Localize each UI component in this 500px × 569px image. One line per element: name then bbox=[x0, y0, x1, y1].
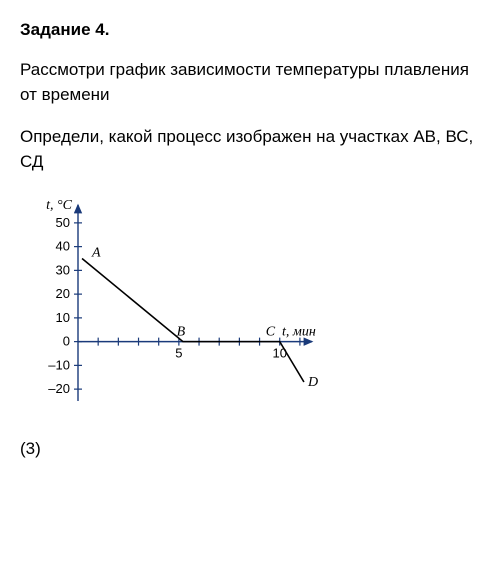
svg-text:A: A bbox=[91, 245, 101, 260]
score-label: (3) bbox=[20, 439, 480, 459]
task-title: Задание 4. bbox=[20, 20, 480, 40]
svg-text:B: B bbox=[177, 324, 186, 339]
svg-text:50: 50 bbox=[56, 214, 70, 229]
svg-text:t, °C: t, °C bbox=[46, 198, 72, 213]
paragraph-1: Рассмотри график зависимости температуры… bbox=[20, 58, 480, 107]
svg-text:40: 40 bbox=[56, 238, 70, 253]
svg-text:5: 5 bbox=[175, 345, 182, 360]
svg-text:–20: –20 bbox=[48, 381, 70, 396]
svg-text:20: 20 bbox=[56, 286, 70, 301]
svg-text:10: 10 bbox=[273, 345, 287, 360]
svg-text:30: 30 bbox=[56, 262, 70, 277]
svg-text:–10: –10 bbox=[48, 357, 70, 372]
paragraph-2: Определи, какой процесс изображен на уча… bbox=[20, 125, 480, 174]
chart-svg: –20 –10 0 10 20 30 40 50 5 10 t, °C t, мин A B C D bbox=[20, 193, 320, 413]
svg-text:10: 10 bbox=[56, 309, 70, 324]
svg-text:C: C bbox=[266, 324, 276, 339]
svg-text:t, мин: t, мин bbox=[282, 324, 316, 339]
svg-text:D: D bbox=[307, 375, 318, 390]
temperature-chart: –20 –10 0 10 20 30 40 50 5 10 t, °C t, мин A B C D bbox=[20, 193, 480, 413]
svg-text:0: 0 bbox=[63, 333, 70, 348]
